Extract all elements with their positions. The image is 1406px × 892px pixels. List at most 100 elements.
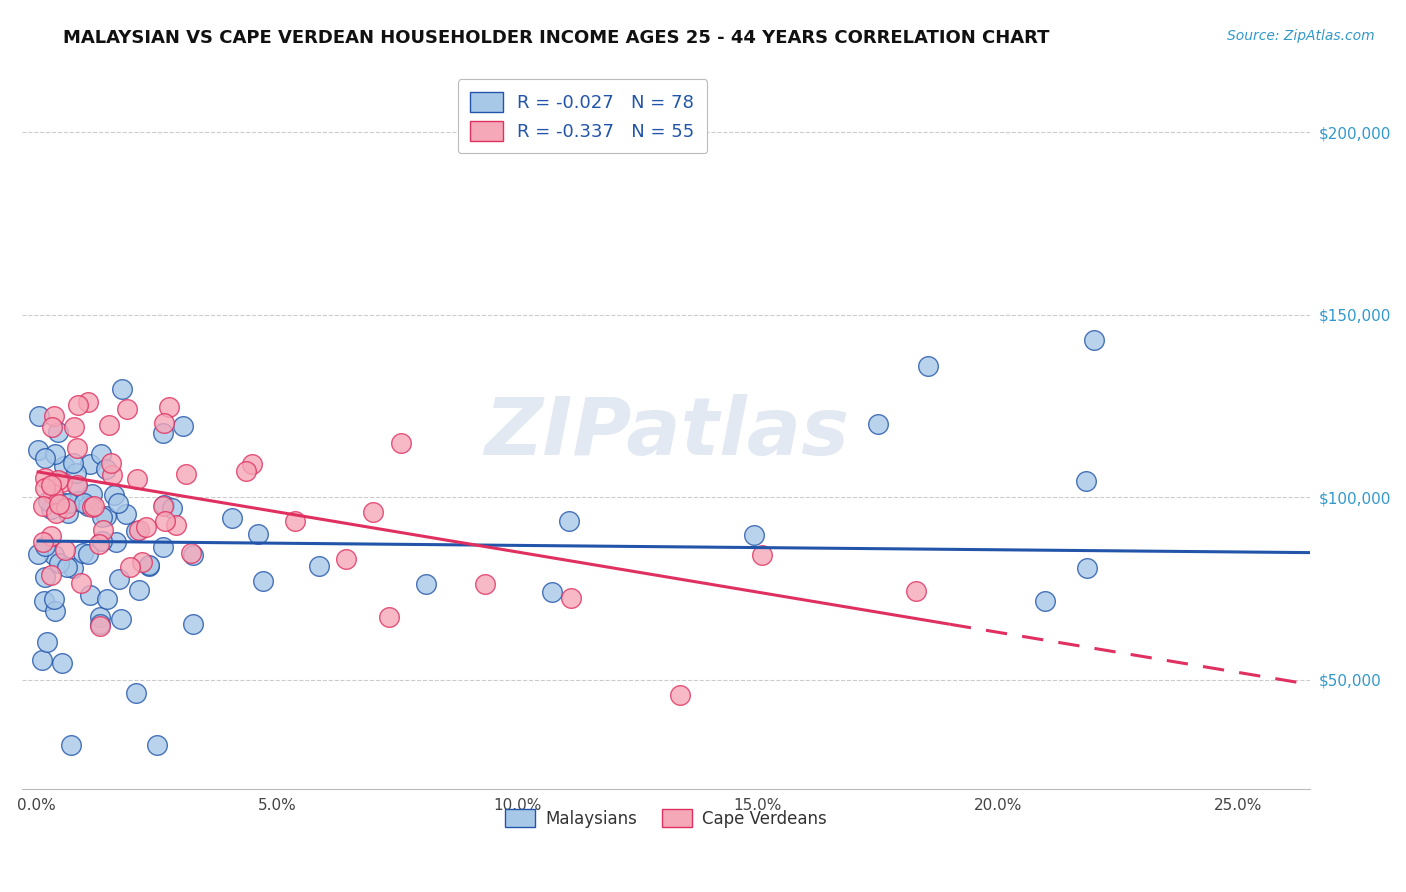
Point [153,514,176,528]
Point [180,546,202,560]
Point [152,426,174,441]
Point [27,547,49,561]
Point [744,528,766,542]
Point [90,447,112,461]
Point [44,447,66,461]
Point [62,560,84,574]
Text: Source: ZipAtlas.com: Source: ZipAtlas.com [1227,29,1375,43]
Point [110,612,132,626]
Point [34,539,56,553]
Point [76,394,98,409]
Point [32,499,55,513]
Point [181,617,204,632]
Point [41,568,63,582]
Point [157,400,180,414]
Point [42,592,65,607]
Point [1033,594,1056,608]
Point [41,420,63,434]
Point [172,418,194,433]
Point [1083,333,1105,347]
Point [252,574,274,588]
Point [44,603,66,617]
Point [31,652,53,666]
Point [308,558,330,573]
Point [66,479,89,493]
Point [541,584,564,599]
Point [284,514,307,528]
Point [751,549,773,563]
Point [115,401,138,416]
Point [125,472,148,486]
Point [27,443,49,458]
Point [153,417,176,431]
Point [152,498,174,512]
Point [131,555,153,569]
Point [176,467,198,482]
Point [103,487,125,501]
Point [66,441,89,455]
Point [181,548,204,562]
Text: ZIPatlas: ZIPatlas [484,394,849,473]
Point [94,462,117,476]
Point [51,475,73,489]
Legend: Malaysians, Cape Verdeans: Malaysians, Cape Verdeans [499,802,834,834]
Point [98,417,121,432]
Point [77,499,100,513]
Point [79,588,101,602]
Point [42,487,65,501]
Point [558,514,581,528]
Point [100,456,122,470]
Point [94,509,117,524]
Point [221,511,243,525]
Point [100,467,122,482]
Point [34,570,56,584]
Point [59,739,82,753]
Point [128,583,150,598]
Point [91,524,114,538]
Point [89,537,111,551]
Point [80,500,103,514]
Point [63,420,86,434]
Point [415,577,437,591]
Point [335,551,357,566]
Point [34,482,56,496]
Point [28,409,51,423]
Point [69,494,91,508]
Point [77,548,100,562]
Point [72,546,94,560]
Point [55,500,77,515]
Point [378,610,401,624]
Point [235,464,257,478]
Point [115,508,138,522]
Point [560,591,582,606]
Point [66,398,89,412]
Point [44,409,66,423]
Point [89,617,111,632]
Point [46,473,69,487]
Point [52,459,75,474]
Point [39,501,62,516]
Point [44,548,66,562]
Point [39,529,62,543]
Point [1076,474,1098,488]
Point [138,559,160,574]
Point [32,594,55,608]
Point [917,359,939,373]
Point [52,496,75,510]
Point [152,540,174,554]
Text: MALAYSIAN VS CAPE VERDEAN HOUSEHOLDER INCOME AGES 25 - 44 YEARS CORRELATION CHAR: MALAYSIAN VS CAPE VERDEAN HOUSEHOLDER IN… [63,29,1050,46]
Point [53,542,76,557]
Point [62,456,84,470]
Point [89,619,111,633]
Point [45,506,67,520]
Point [138,558,160,573]
Point [48,497,70,511]
Point [39,478,62,492]
Point [34,471,56,485]
Point [56,506,79,520]
Point [135,520,157,534]
Point [32,535,55,549]
Point [668,688,690,702]
Point [37,635,59,649]
Point [124,686,146,700]
